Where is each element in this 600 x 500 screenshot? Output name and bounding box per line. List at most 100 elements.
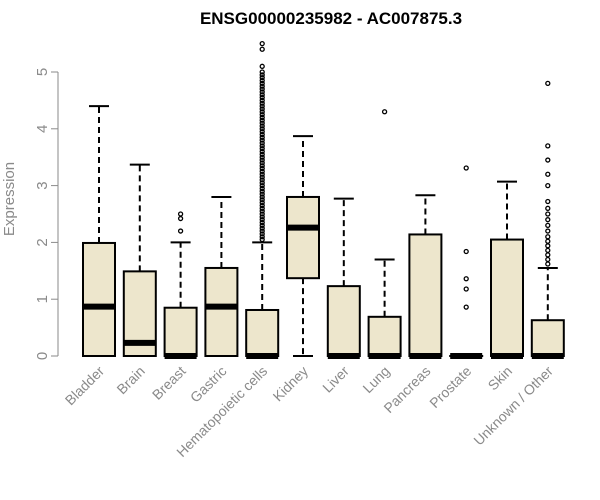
outlier-hematopoietic-cells-56 (259, 77, 265, 84)
outlier-hematopoietic-cells-41 (259, 120, 265, 126)
x-label-skin: Skin (485, 363, 516, 394)
y-axis: 0 1 2 3 4 5 (34, 68, 59, 360)
box-rect-bladder (82, 241, 116, 357)
outlier-unknown-other-12 (545, 198, 551, 205)
outlier-hematopoietic-cells-62 (259, 40, 265, 47)
x-label-liver: Liver (319, 363, 352, 396)
outlier-hematopoietic-cells-40 (259, 123, 265, 129)
outlier-hematopoietic-cells-11 (259, 205, 265, 211)
outlier-hematopoietic-cells-37 (259, 131, 265, 138)
outlier-hematopoietic-cells-8 (259, 214, 265, 220)
outlier-unknown-other-11 (545, 205, 551, 211)
outlier-unknown-other-14 (545, 171, 551, 177)
box-rect-kidney (286, 195, 320, 280)
outlier-hematopoietic-cells-55 (259, 80, 265, 87)
outlier-hematopoietic-cells-42 (259, 117, 265, 123)
y-tick-label-3: 3 (34, 181, 51, 189)
box-rect-skin (490, 238, 524, 357)
x-label-bladder: Bladder (62, 363, 108, 409)
outlier-hematopoietic-cells-34 (259, 140, 265, 146)
outlier-hematopoietic-cells-12 (259, 202, 265, 209)
outlier-hematopoietic-cells-10 (259, 208, 265, 214)
outlier-hematopoietic-cells-15 (259, 194, 265, 200)
x-label-prostate: Prostate (426, 363, 474, 411)
outlier-hematopoietic-cells-43 (259, 114, 265, 121)
outlier-hematopoietic-cells-5 (259, 222, 265, 229)
outlier-unknown-other-8 (545, 222, 551, 229)
outlier-hematopoietic-cells-39 (259, 126, 265, 132)
y-tick-label-1: 1 (34, 295, 51, 303)
box-gastric (204, 195, 239, 357)
outlier-lung-0 (381, 109, 388, 115)
outlier-unknown-other-6 (545, 234, 551, 240)
outlier-hematopoietic-cells-58 (259, 72, 265, 78)
outlier-hematopoietic-cells-1 (259, 234, 265, 240)
outlier-breast-1 (177, 215, 184, 222)
outlier-hematopoietic-cells-51 (259, 92, 265, 98)
outlier-hematopoietic-cells-20 (259, 180, 265, 186)
outlier-hematopoietic-cells-33 (259, 143, 265, 149)
y-tick-label-4: 4 (34, 125, 51, 133)
outlier-hematopoietic-cells-61 (259, 46, 265, 52)
outlier-prostate-2 (463, 276, 469, 282)
outlier-unknown-other-17 (545, 80, 551, 87)
outlier-hematopoietic-cells-25 (259, 165, 265, 172)
box-breast (163, 211, 198, 359)
box-brain (122, 163, 157, 358)
outlier-unknown-other-10 (545, 211, 551, 217)
outlier-unknown-other-5 (545, 238, 551, 244)
outlier-hematopoietic-cells-18 (259, 185, 265, 192)
outlier-hematopoietic-cells-45 (259, 109, 265, 115)
outlier-hematopoietic-cells-26 (259, 163, 265, 169)
outlier-hematopoietic-cells-49 (259, 97, 265, 104)
outlier-hematopoietic-cells-30 (259, 151, 265, 158)
outlier-hematopoietic-cells-21 (259, 177, 265, 183)
outlier-hematopoietic-cells-7 (259, 217, 265, 223)
outlier-hematopoietic-cells-9 (259, 211, 265, 217)
outlier-hematopoietic-cells-36 (259, 134, 265, 140)
outlier-hematopoietic-cells-59 (259, 69, 265, 75)
outlier-hematopoietic-cells-50 (259, 94, 265, 101)
outlier-hematopoietic-cells-17 (259, 188, 265, 194)
outlier-prostate-4 (463, 165, 469, 171)
outlier-hematopoietic-cells-24 (259, 168, 265, 175)
outlier-hematopoietic-cells-54 (259, 83, 265, 89)
outlier-hematopoietic-cells-14 (259, 197, 265, 203)
outlier-unknown-other-15 (545, 157, 551, 163)
outlier-hematopoietic-cells-60 (259, 63, 265, 69)
outlier-prostate-3 (463, 248, 469, 255)
outlier-hematopoietic-cells-53 (259, 86, 265, 92)
outlier-unknown-other-7 (545, 228, 551, 234)
outlier-breast-2 (177, 211, 184, 217)
boxes-layer (82, 40, 565, 359)
box-unknown-other (530, 80, 565, 359)
box-kidney (286, 135, 320, 357)
outlier-unknown-other-4 (545, 243, 551, 249)
outlier-unknown-other-3 (545, 247, 551, 254)
outlier-breast-0 (177, 228, 184, 234)
y-tick-label-2: 2 (34, 238, 51, 246)
box-rect-breast (163, 306, 198, 357)
outlier-hematopoietic-cells-48 (259, 100, 265, 106)
box-rect-lung (367, 315, 402, 358)
box-hematopoietic-cells (245, 40, 280, 359)
y-tick-label-5: 5 (34, 68, 51, 76)
outlier-hematopoietic-cells-52 (259, 89, 265, 95)
outlier-hematopoietic-cells-16 (259, 191, 265, 197)
outlier-hematopoietic-cells-57 (259, 75, 265, 81)
outlier-unknown-other-13 (545, 182, 551, 189)
outlier-prostate-1 (463, 286, 469, 292)
box-rect-gastric (204, 266, 239, 357)
outlier-hematopoietic-cells-38 (259, 128, 265, 135)
box-pancreas (408, 194, 443, 359)
outlier-hematopoietic-cells-31 (259, 148, 265, 155)
box-rect-pancreas (408, 233, 443, 357)
outlier-hematopoietic-cells-44 (259, 111, 265, 118)
outlier-hematopoietic-cells-28 (259, 157, 265, 163)
outlier-hematopoietic-cells-19 (259, 182, 265, 189)
box-skin (490, 180, 524, 359)
box-bladder (82, 105, 116, 357)
